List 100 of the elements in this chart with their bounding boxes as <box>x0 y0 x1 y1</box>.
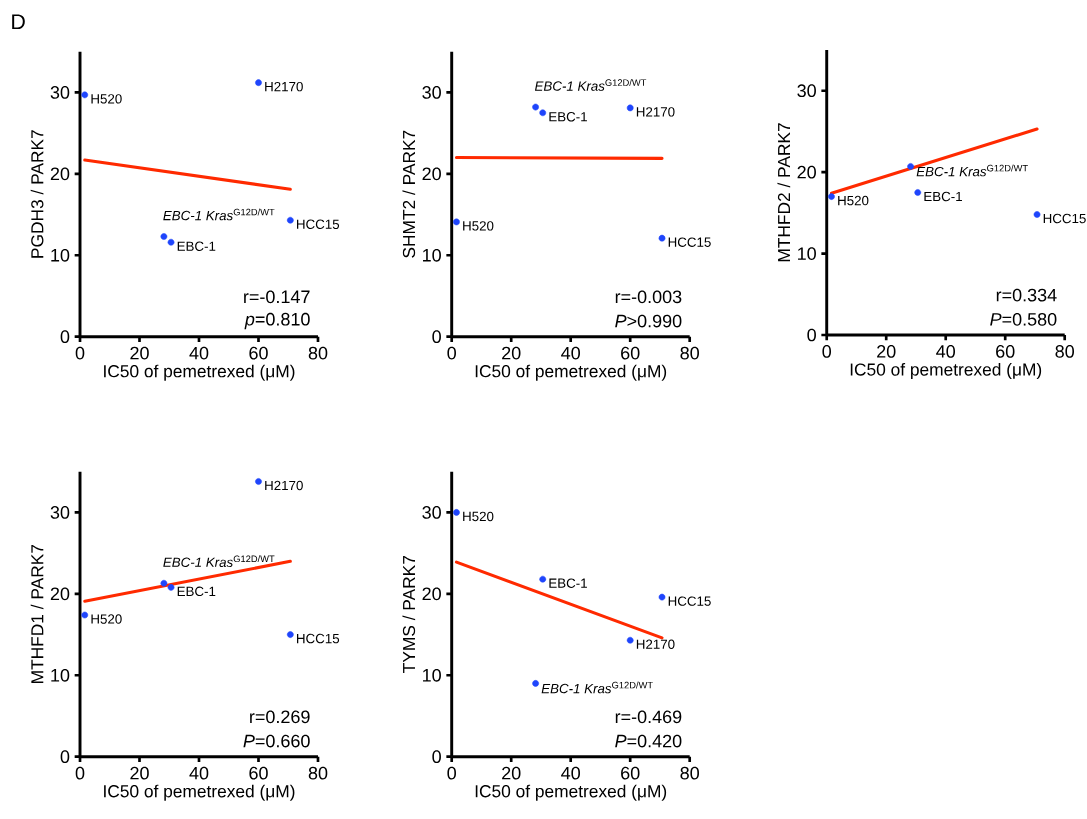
point <box>160 579 168 587</box>
annotation: HCC15 <box>668 237 711 247</box>
annotation: EBC-1 Kras$^{G12D/WT}$ <box>916 164 1028 177</box>
y-tick-label: 30 <box>797 84 816 98</box>
point <box>255 478 262 485</box>
point <box>539 109 547 117</box>
annotation: r=-0.003 <box>615 290 682 304</box>
annotation: H520 <box>463 221 494 231</box>
x-tick-label: 40 <box>189 766 209 780</box>
x-tick-label: 20 <box>502 766 521 780</box>
y-tick-label: 20 <box>422 167 441 181</box>
annotation: EBC-1 <box>177 586 216 597</box>
x-tick-label: 0 <box>447 346 456 360</box>
x-tick-label: 40 <box>936 345 956 358</box>
x-tick-label: 80 <box>1055 345 1075 358</box>
y-axis-title: MTHFD1 / PARK7 <box>30 544 44 683</box>
annotation: EBC-1 Kras$^{G12D/WT}$ <box>541 681 653 694</box>
x-tick-label: 80 <box>308 766 328 780</box>
y-tick-label: 10 <box>423 248 441 262</box>
annotation: EBC-1 Kras$^{G12D/WT}$ <box>163 555 275 567</box>
point <box>658 234 666 242</box>
x-axis-title: IC50 of pemetrexed (μM) <box>104 364 295 381</box>
annotation: EBC-1 <box>549 578 587 588</box>
annotation: HCC15 <box>1043 213 1086 224</box>
y-tick-label: 20 <box>50 587 70 601</box>
annotation: H520 <box>463 511 494 522</box>
x-axis-title: IC50 of pemetrexed (μM) <box>475 364 667 381</box>
y-tick-label: 30 <box>50 86 70 99</box>
y-tick-label: 30 <box>422 86 441 99</box>
y-axis-title: SHMT2 / PARK7 <box>402 130 416 258</box>
y-tick-label: 0 <box>60 750 70 764</box>
annotation: H2170 <box>636 639 675 649</box>
point <box>658 593 666 601</box>
x-axis-title: IC50 of pemetrexed (μM) <box>104 784 295 801</box>
point <box>167 238 175 246</box>
x-tick-label: 20 <box>130 346 149 360</box>
point <box>287 631 294 638</box>
annotation: H520 <box>91 614 122 624</box>
x-tick-label: 0 <box>75 766 85 780</box>
point <box>626 636 634 644</box>
x-tick-label: 20 <box>502 346 521 360</box>
annotation: HCC15 <box>297 633 340 644</box>
annotation: r=-0.469 <box>615 710 682 724</box>
annotation: HCC15 <box>297 219 340 229</box>
x-axis-title: IC50 of pemetrexed (μM) <box>475 784 667 801</box>
point <box>532 103 539 111</box>
annotation: p=0.810 <box>244 312 310 330</box>
x-tick-label: 60 <box>621 346 640 360</box>
x-tick-label: 40 <box>189 346 209 360</box>
annotation: EBC-1 <box>924 191 962 202</box>
x-tick-label: 40 <box>561 346 580 360</box>
y-tick-label: 10 <box>798 247 816 260</box>
annotation: r=0.334 <box>996 288 1057 302</box>
point <box>453 218 460 226</box>
x-tick-label: 60 <box>249 766 268 780</box>
y-tick-label: 30 <box>422 506 441 519</box>
point <box>287 216 294 224</box>
y-tick-label: 0 <box>432 750 441 764</box>
x-tick-label: 60 <box>621 766 640 780</box>
annotation: EBC-1 Kras$^{G12D/WT}$ <box>534 79 647 91</box>
x-tick-label: 0 <box>822 345 832 358</box>
annotation: EBC-1 Kras$^{G12D/WT}$ <box>163 208 275 221</box>
point <box>539 575 547 583</box>
point <box>453 509 460 516</box>
y-tick-label: 20 <box>422 587 441 601</box>
point <box>81 611 89 619</box>
point <box>914 189 922 196</box>
point <box>81 91 89 99</box>
y-tick-label: 10 <box>51 248 70 262</box>
annotation: H2170 <box>265 480 303 491</box>
annotation: r=-0.147 <box>244 290 310 304</box>
y-tick-label: 0 <box>60 330 70 344</box>
annotation: P=0.660 <box>243 734 310 748</box>
point <box>1033 211 1041 218</box>
annotation: H520 <box>91 94 122 104</box>
x-tick-label: 60 <box>249 346 268 360</box>
x-tick-label: 80 <box>680 766 699 780</box>
point <box>907 163 914 170</box>
x-tick-label: 80 <box>308 346 328 360</box>
annotation: H520 <box>838 195 869 206</box>
annotation: P=0.420 <box>615 734 682 748</box>
annotation: H2170 <box>636 107 675 117</box>
annotation: EBC-1 <box>549 112 587 122</box>
x-tick-label: 40 <box>561 766 580 780</box>
x-tick-label: 80 <box>680 346 699 360</box>
point <box>626 104 634 112</box>
annotation: EBC-1 <box>177 241 216 251</box>
y-axis-title: PGDH3 / PARK7 <box>30 130 44 258</box>
y-tick-label: 20 <box>50 167 70 181</box>
x-axis-title: IC50 of pemetrexed (μM) <box>850 362 1042 380</box>
y-axis-title: TYMS / PARK7 <box>402 556 416 673</box>
point <box>532 680 539 687</box>
y-tick-label: 20 <box>797 165 816 179</box>
y-tick-label: 10 <box>423 668 441 682</box>
annotation: HCC15 <box>668 596 711 606</box>
chart-title: D <box>12 14 25 30</box>
y-tick-label: 0 <box>432 330 441 344</box>
x-tick-label: 20 <box>877 345 896 358</box>
point <box>160 233 168 240</box>
annotation: P>0.990 <box>615 314 682 328</box>
